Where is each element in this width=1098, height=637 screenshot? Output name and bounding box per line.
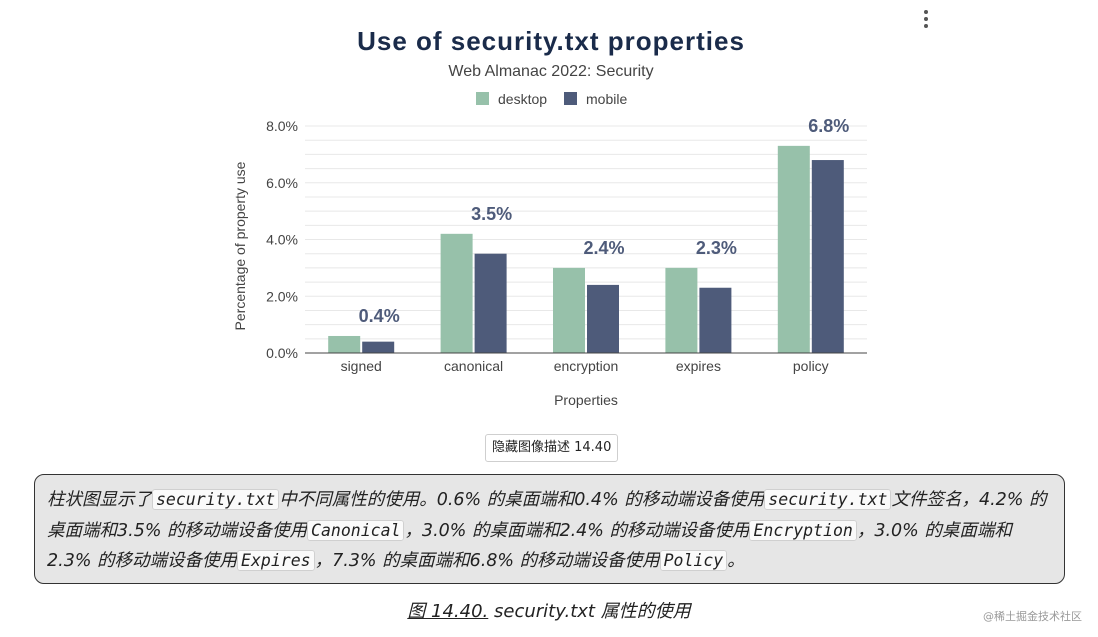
code-expires: Expires xyxy=(237,550,315,571)
bar-mobile-expires xyxy=(699,287,732,353)
code-encryption: Encryption xyxy=(749,519,857,541)
menu-dot xyxy=(924,17,928,21)
description-text: 。 xyxy=(727,551,745,571)
legend-label-mobile[interactable]: mobile xyxy=(586,91,627,107)
figure-link[interactable]: 图 14.40. xyxy=(407,601,489,622)
bar-mobile-encryption xyxy=(587,284,619,353)
menu-dot xyxy=(924,10,928,14)
menu-dot xyxy=(924,24,928,28)
x-tick-label: signed xyxy=(341,358,382,374)
bars xyxy=(328,145,844,353)
legend-swatch-desktop[interactable] xyxy=(476,92,489,105)
description-text: 文件签名，4.2% 的桌面端和3.5% 的移动端设备使用 xyxy=(47,490,1047,541)
code-security-txt: security.txt xyxy=(152,489,280,510)
description-text: 柱状图显示了 xyxy=(47,490,152,510)
code-canonical: Canonical xyxy=(307,519,405,541)
data-labels: 0.4% 3.5% 2.4% 2.3% 6.8% xyxy=(359,116,850,326)
data-label: 2.3% xyxy=(696,238,737,258)
legend-swatch-mobile[interactable] xyxy=(564,92,577,105)
description-text: ，3.0% 的桌面端和2.3% 的移动端设备使用 xyxy=(47,520,1012,572)
code-policy: Policy xyxy=(659,550,728,571)
y-tick-label: 8.0% xyxy=(266,118,298,134)
more-vertical-icon[interactable] xyxy=(918,8,934,30)
x-tick-label: encryption xyxy=(554,358,619,374)
y-tick-label: 6.0% xyxy=(266,175,298,191)
description-text: 中不同属性的使用。0.6% 的桌面端和0.4% 的移动端设备使用 xyxy=(279,490,765,510)
y-tick-label: 0.0% xyxy=(266,345,298,361)
chart-subtitle: Web Almanac 2022: Security xyxy=(448,63,653,80)
code-security-txt: security.txt xyxy=(764,489,892,510)
bar-desktop-encryption xyxy=(553,267,585,353)
bar-mobile-policy xyxy=(811,160,844,353)
description-text: ，7.3% 的桌面端和6.8% 的移动端设备使用 xyxy=(314,551,660,571)
bar-desktop-policy xyxy=(777,145,810,353)
bar-chart: Use of security.txt properties Web Alman… xyxy=(232,26,867,408)
x-axis-title: Properties xyxy=(554,392,618,408)
y-tick-label: 2.0% xyxy=(266,288,298,304)
data-label: 2.4% xyxy=(583,238,624,258)
bar-mobile-canonical xyxy=(474,253,507,353)
y-axis-title: Percentage of property use xyxy=(232,161,248,330)
description-text: ，3.0% 的桌面端和2.4% 的移动端设备使用 xyxy=(404,520,750,541)
legend-label-desktop[interactable]: desktop xyxy=(498,91,547,107)
figure-caption-text: security.txt 属性的使用 xyxy=(488,601,691,622)
y-axis-ticks: 0.0% 2.0% 4.0% 6.0% 8.0% xyxy=(266,118,298,361)
bar-desktop-canonical xyxy=(440,233,473,353)
x-tick-label: expires xyxy=(676,358,721,374)
bar-desktop-signed xyxy=(328,335,361,353)
x-tick-label: policy xyxy=(793,358,829,374)
data-label: 3.5% xyxy=(471,204,512,224)
data-label: 6.8% xyxy=(808,116,849,136)
x-tick-label: canonical xyxy=(444,358,503,374)
bar-mobile-signed xyxy=(362,341,395,353)
figure-caption: 图 14.40. security.txt 属性的使用 xyxy=(0,597,1098,623)
bar-desktop-expires xyxy=(665,267,698,353)
chart-title: Use of security.txt properties xyxy=(357,26,745,56)
y-tick-label: 4.0% xyxy=(266,232,298,248)
hide-description-button[interactable]: 隐藏图像描述 14.40 xyxy=(485,434,619,462)
x-axis-ticks: signed canonical encryption expires policy xyxy=(341,358,829,374)
watermark: @稀土掘金技术社区 xyxy=(983,610,1082,623)
gridlines xyxy=(305,125,867,340)
data-label: 0.4% xyxy=(359,306,400,326)
image-description: 柱状图显示了 security.txt 中不同属性的使用。0.6% 的桌面端和0.4… xyxy=(34,474,1065,584)
